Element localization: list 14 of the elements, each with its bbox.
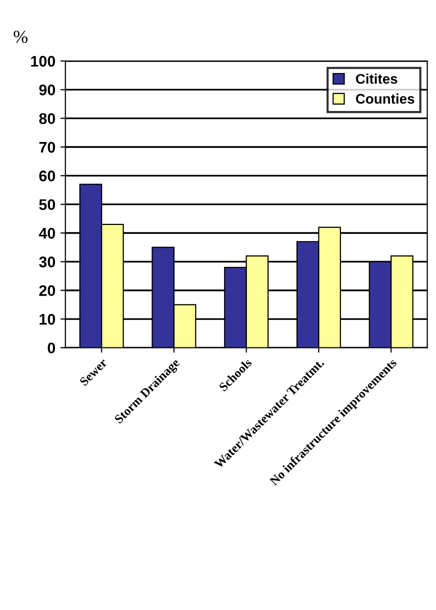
y-tick-label: 0 <box>48 342 56 354</box>
y-tick-label: 30 <box>39 256 56 268</box>
y-tick-label: 20 <box>39 285 56 296</box>
y-tick-label: 40 <box>38 228 56 239</box>
y-tick-label: 90 <box>39 84 56 96</box>
y-axis-title: % <box>14 30 28 43</box>
y-tick-label: 80 <box>39 113 56 124</box>
y-tick-label: 50 <box>39 199 56 210</box>
y-tick-label: 60 <box>39 170 56 182</box>
y-tick-label: 70 <box>39 142 56 153</box>
legend-label: Citites <box>356 74 398 84</box>
y-tick-label: 100 <box>31 56 56 67</box>
y-tick-label: 10 <box>40 314 56 325</box>
legend-label: Counties <box>356 94 414 104</box>
